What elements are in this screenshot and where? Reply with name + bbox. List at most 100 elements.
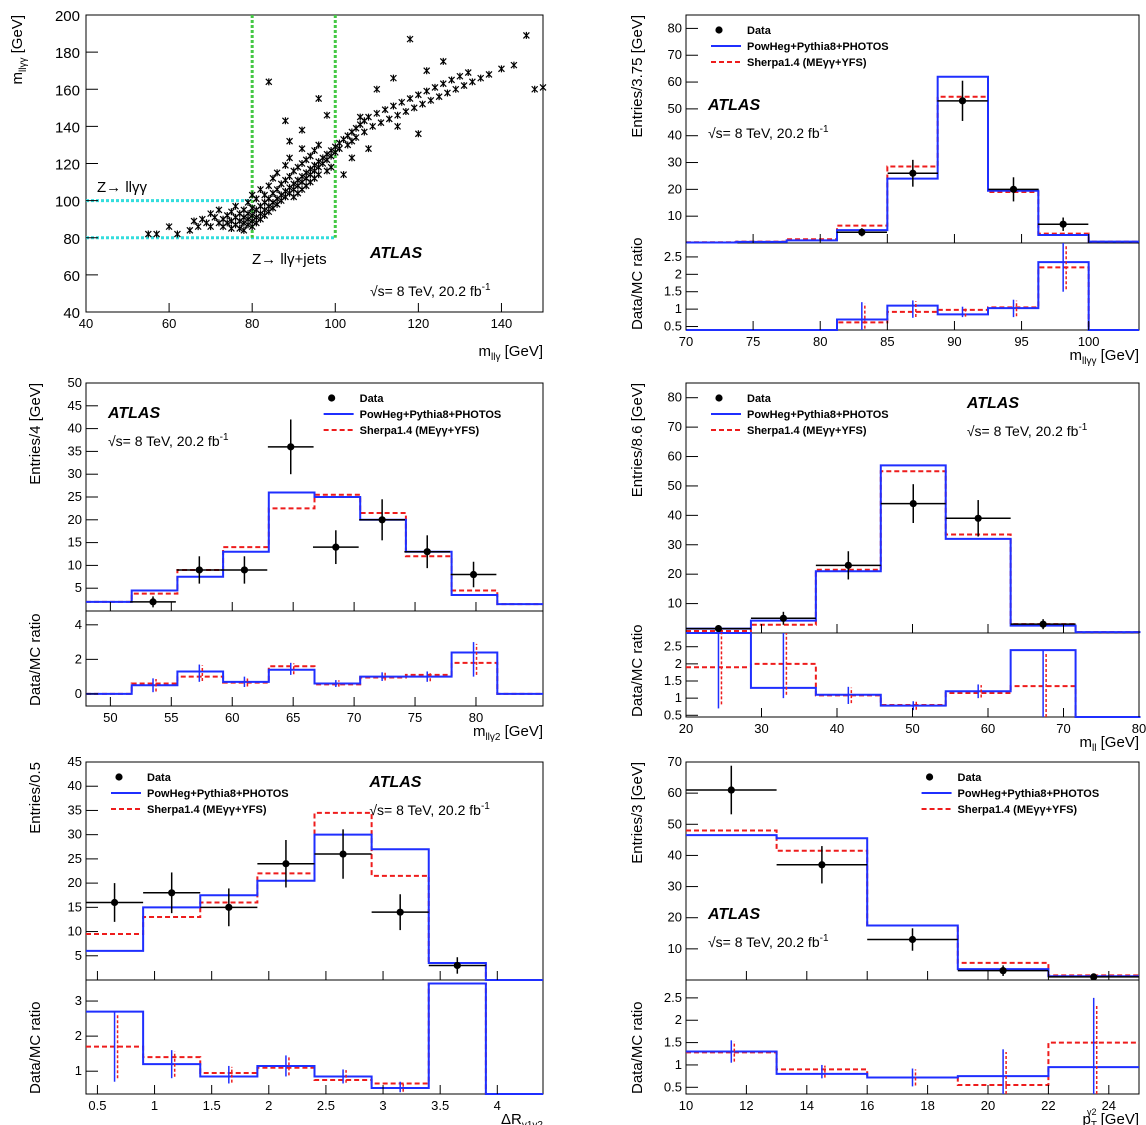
y-tick-label: 100 bbox=[55, 194, 80, 211]
legend-powheg-label: PowHeg+Pythia8+PHOTOS bbox=[747, 41, 889, 53]
x-tick-label: 24 bbox=[1102, 1098, 1116, 1113]
data-point bbox=[110, 898, 119, 907]
data-point bbox=[168, 889, 176, 897]
scatter-point bbox=[252, 195, 260, 203]
x-tick-label: 2 bbox=[265, 1098, 272, 1113]
plot-frame bbox=[85, 610, 544, 707]
scatter-point bbox=[402, 108, 410, 116]
atlas-label: ATLAS bbox=[966, 395, 1019, 412]
y-tick-label: 70 bbox=[668, 47, 682, 62]
x-axis-label: mllγγ [GeV] bbox=[1070, 347, 1139, 367]
scatter-point bbox=[173, 230, 181, 238]
data-point bbox=[909, 169, 917, 177]
legend-powheg-label: PowHeg+Pythia8+PHOTOS bbox=[747, 409, 889, 421]
x-tick-label: 55 bbox=[164, 710, 178, 725]
y-tick-label: 0.5 bbox=[664, 319, 682, 334]
histogram-panel-1: 10 20 30 40 50 60 70 80 0.5 1 1.5 2 2.5 70 75 80 85 90 95 1… bbox=[629, 14, 1140, 367]
scatter-point bbox=[306, 152, 314, 160]
legend: Data PowHeg+Pythia8+PHOTOS Sherpa1.4 (MEγγ… bbox=[323, 393, 501, 437]
histogram-panel-4: 5 10 15 20 25 30 35 40 45 1 2 3 0.5 1 1.5 2 2.5 3 3.5 4 Entr… bbox=[27, 754, 544, 1125]
data-point bbox=[396, 908, 404, 916]
annotation-z-llg-jets: Z→ llγ+jets bbox=[252, 251, 327, 268]
energy-label: √s= 8 TeV, 20.2 fb-1 bbox=[708, 933, 829, 950]
scatter-point bbox=[269, 174, 277, 182]
y-tick-label: 30 bbox=[668, 879, 682, 894]
scatter-point bbox=[286, 154, 293, 162]
y-tick-label: 45 bbox=[68, 398, 82, 413]
x-tick-label: 60 bbox=[225, 710, 239, 725]
legend-sherpa-label: Sherpa1.4 (MEγγ+YFS) bbox=[147, 804, 267, 816]
scatter-point bbox=[223, 219, 231, 227]
scatter-point bbox=[414, 91, 422, 99]
x-tick-label: 60 bbox=[981, 721, 995, 736]
energy-label: √s= 8 TeV, 20.2 fb-1 bbox=[967, 422, 1088, 439]
scatter-point bbox=[356, 113, 364, 121]
powheg-histogram bbox=[86, 833, 543, 981]
legend-data-label: Data bbox=[147, 772, 172, 784]
y-tick-label: 5 bbox=[75, 580, 82, 595]
data-point bbox=[858, 228, 866, 236]
scatter-point bbox=[406, 95, 414, 103]
y-tick-label: 80 bbox=[668, 20, 682, 35]
data-point bbox=[225, 903, 233, 911]
ratio-y-axis-label: Data/MC ratio bbox=[27, 613, 44, 706]
y-tick-label: 40 bbox=[68, 421, 82, 436]
legend-sherpa-label: Sherpa1.4 (MEγγ+YFS) bbox=[360, 425, 480, 437]
x-tick-label: 60 bbox=[162, 316, 176, 331]
legend-sherpa-label: Sherpa1.4 (MEγγ+YFS) bbox=[747, 57, 867, 69]
x-tick-label: 80 bbox=[469, 710, 483, 725]
ratio-sherpa-histogram bbox=[686, 662, 1141, 718]
scatter-point bbox=[423, 87, 431, 95]
x-tick-label: 22 bbox=[1041, 1098, 1055, 1113]
scatter-point bbox=[336, 145, 343, 153]
y-tick-label: 1 bbox=[675, 301, 682, 316]
scatter-point bbox=[414, 130, 422, 138]
y-tick-label: 10 bbox=[68, 557, 82, 572]
data-point bbox=[240, 566, 249, 574]
scatter-point bbox=[485, 70, 493, 78]
y-tick-label: 10 bbox=[668, 596, 682, 611]
scatter-point bbox=[410, 104, 418, 112]
powheg-histogram bbox=[86, 491, 543, 606]
x-tick-label: 80 bbox=[813, 334, 827, 349]
data-point bbox=[958, 97, 967, 105]
annotation-z-llgg: Z→ llγγ bbox=[97, 179, 147, 196]
scatter-point bbox=[207, 223, 215, 231]
y-tick-label: 60 bbox=[668, 74, 682, 89]
scatter-point bbox=[427, 96, 435, 104]
x-tick-label: 18 bbox=[920, 1098, 934, 1113]
x-tick-label: 40 bbox=[79, 316, 93, 331]
scatter-point bbox=[186, 226, 194, 234]
scatter-point bbox=[406, 35, 414, 43]
data-point bbox=[339, 850, 347, 858]
atlas-label: ATLAS bbox=[369, 245, 422, 262]
x-tick-label: 12 bbox=[739, 1098, 753, 1113]
scatter-point bbox=[444, 89, 451, 97]
scatter-point bbox=[190, 217, 198, 225]
x-tick-label: 10 bbox=[679, 1098, 693, 1113]
scatter-point bbox=[227, 208, 235, 216]
y-tick-label: 30 bbox=[68, 827, 82, 842]
y-tick-label: 30 bbox=[668, 537, 682, 552]
scatter-point bbox=[165, 223, 173, 231]
scatter-point bbox=[273, 169, 281, 177]
legend: Data PowHeg+Pythia8+PHOTOS Sherpa1.4 (MEγγ… bbox=[921, 772, 1099, 816]
y-tick-label: 45 bbox=[68, 754, 82, 769]
legend-data-marker bbox=[925, 773, 934, 781]
y-tick-label: 10 bbox=[68, 924, 82, 939]
y-axis-label: Entries/4 [GeV] bbox=[27, 383, 44, 485]
y-tick-label: 160 bbox=[55, 82, 80, 99]
legend-data-label: Data bbox=[747, 25, 772, 37]
y-tick-label: 50 bbox=[668, 478, 682, 493]
plot-frame bbox=[85, 979, 544, 1095]
y-tick-label: 1 bbox=[675, 1057, 682, 1072]
y-tick-label: 30 bbox=[68, 466, 82, 481]
scatter-point bbox=[390, 74, 397, 82]
y-tick-label: 200 bbox=[55, 8, 80, 25]
y-tick-label: 2.5 bbox=[664, 639, 682, 654]
energy-label: √s= 8 TeV, 20.2 fb-1 bbox=[708, 124, 829, 141]
scatter-point bbox=[153, 230, 161, 238]
scatter-point bbox=[257, 185, 264, 193]
x-tick-label: 70 bbox=[347, 710, 361, 725]
